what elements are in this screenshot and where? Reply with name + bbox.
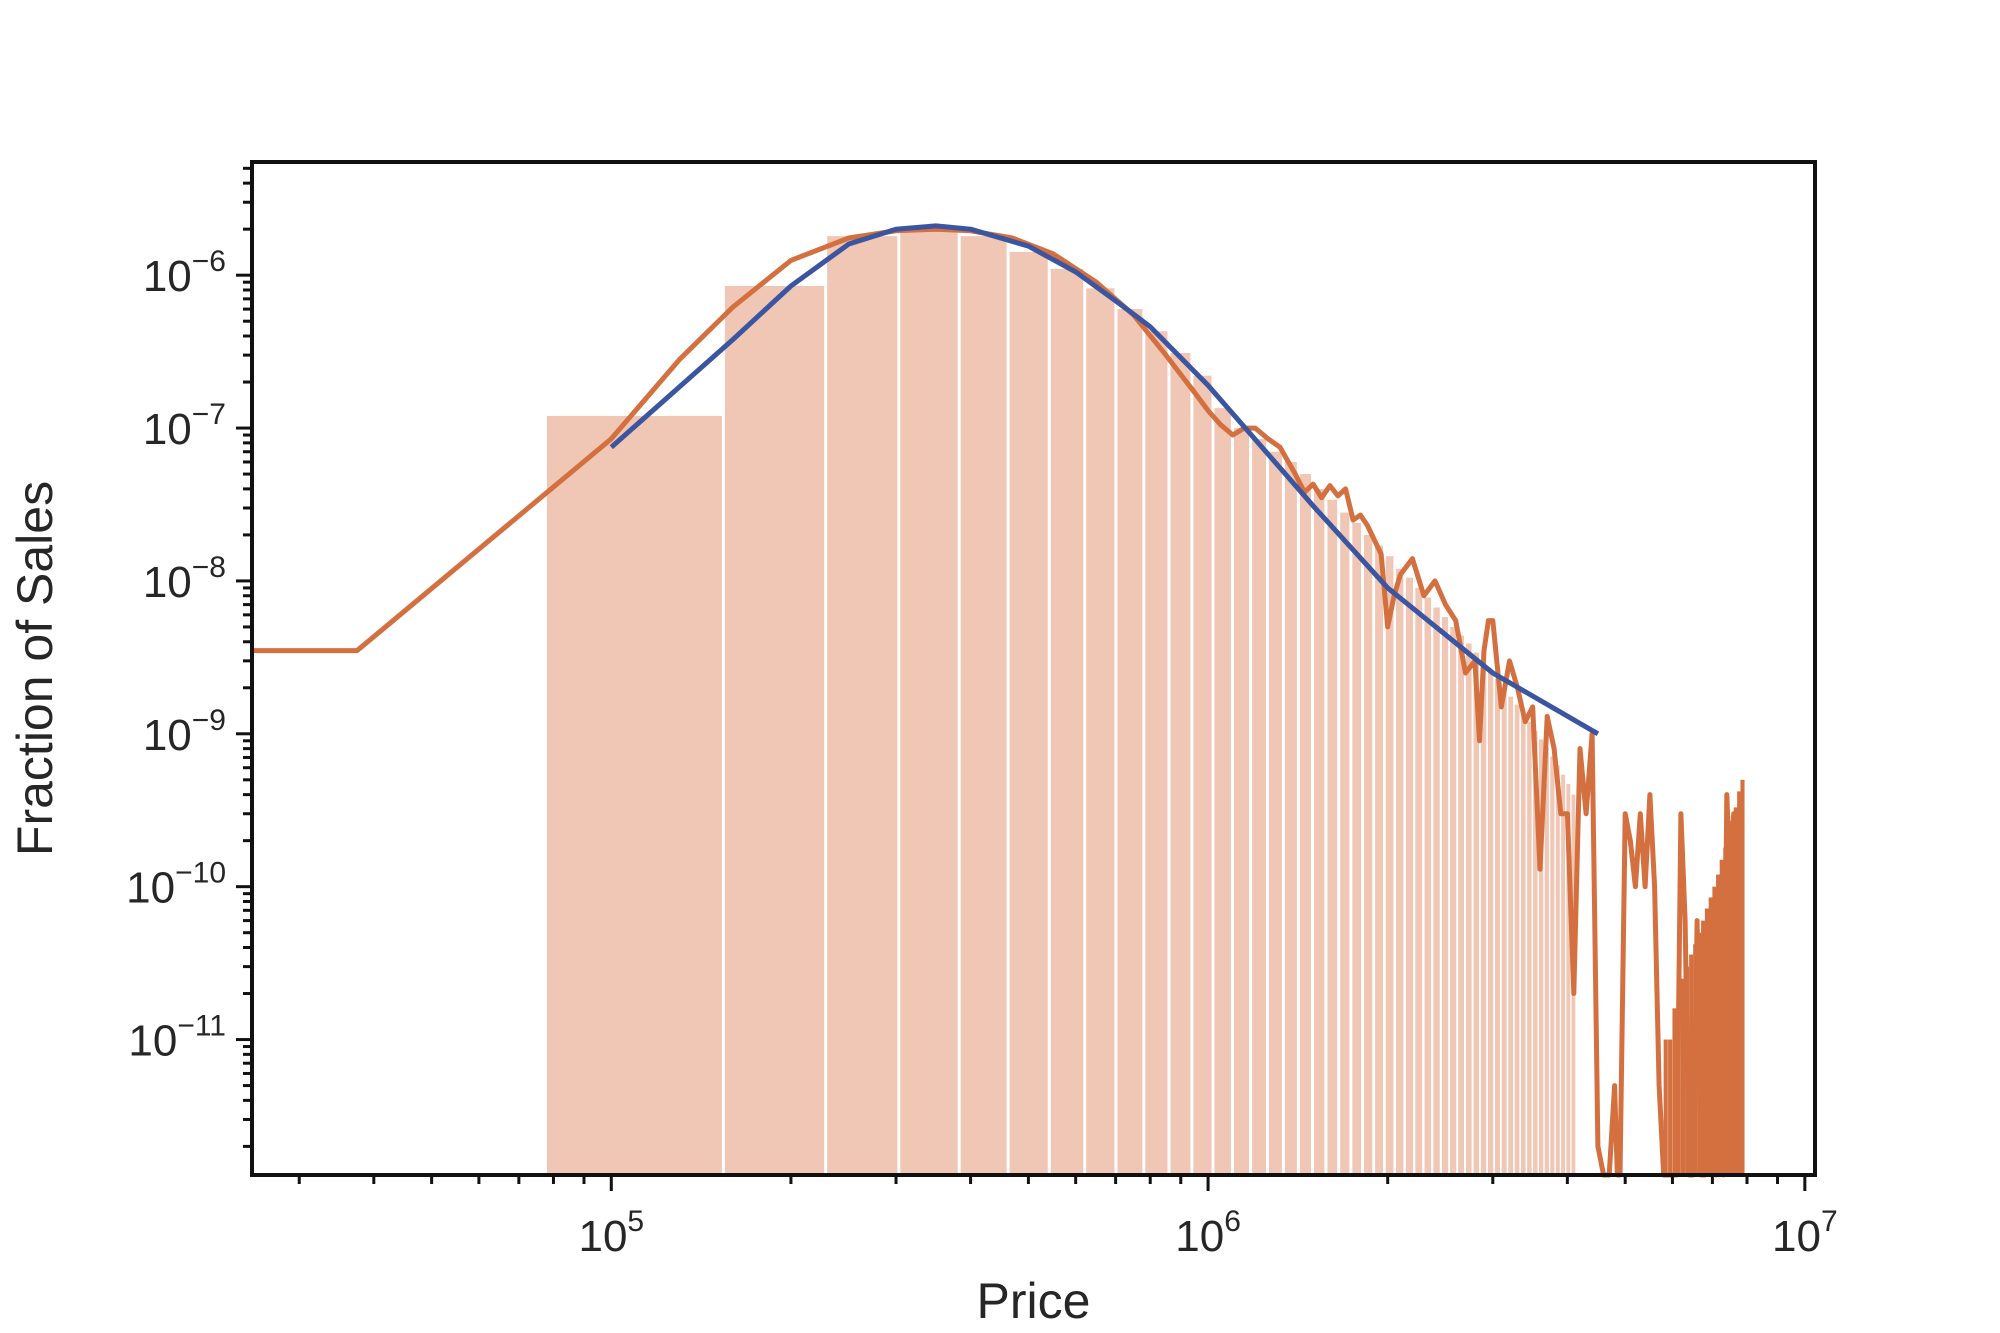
- x-tick-label: 107: [1772, 1205, 1838, 1261]
- tail-bar: [1701, 920, 1706, 1175]
- histogram-bar: [1170, 352, 1191, 1175]
- empirical-series-line: [252, 226, 1743, 1178]
- histogram-bar: [1441, 617, 1449, 1175]
- histogram-bar: [1561, 774, 1566, 1175]
- y-tick-label: 10−11: [128, 1010, 226, 1066]
- y-tick-label: 10−10: [126, 857, 226, 913]
- tail-bar: [1733, 807, 1738, 1175]
- tail-bar: [1668, 1039, 1673, 1175]
- x-axis-tick-labels: 105 106 107: [578, 1205, 1837, 1261]
- histogram-bar: [1299, 474, 1312, 1176]
- tail-bar: [1726, 834, 1731, 1175]
- histogram-bar: [960, 236, 1007, 1175]
- tail-bar: [1740, 779, 1745, 1175]
- histogram-bar: [1405, 577, 1413, 1175]
- histogram-bar: [1117, 309, 1143, 1175]
- histogram-bar: [1193, 375, 1212, 1175]
- histogram-bar: [1352, 522, 1362, 1175]
- histogram-bar: [1145, 331, 1168, 1176]
- histogram-bar: [724, 285, 825, 1176]
- histogram-bar: [1473, 652, 1480, 1175]
- histogram-bar: [1450, 626, 1457, 1175]
- histogram-bar: [1501, 687, 1507, 1175]
- histogram-bar: [1415, 587, 1423, 1175]
- histogram-bar: [1340, 512, 1350, 1175]
- histogram-bar: [1533, 730, 1538, 1175]
- y-tick-label: 10−9: [143, 704, 226, 760]
- tail-bar: [1737, 791, 1742, 1175]
- histogram-bar: [1424, 597, 1432, 1175]
- histogram-bar: [1494, 678, 1501, 1175]
- histogram-bar: [1268, 451, 1282, 1175]
- histogram-bar: [1465, 643, 1472, 1175]
- histogram-bar: [900, 230, 958, 1175]
- histogram-bar: [1538, 739, 1544, 1175]
- histogram-bar: [1086, 288, 1115, 1175]
- y-axis-tick-labels: 10−11 10−10 10−9 10−8 10−7 10−6: [126, 245, 226, 1065]
- histogram-bar: [1009, 251, 1048, 1175]
- x-axis-title: Price: [977, 1273, 1091, 1329]
- histogram-bar: [546, 415, 722, 1175]
- tail-bar: [1680, 978, 1686, 1175]
- fit-series-line: [609, 223, 1600, 736]
- tail-bar: [1672, 1008, 1677, 1175]
- histogram-bars: [546, 230, 1576, 1176]
- histogram-bar: [1514, 704, 1520, 1175]
- histogram-bar: [1508, 696, 1514, 1175]
- histogram-bar: [1458, 635, 1465, 1175]
- histogram-bar: [1555, 765, 1560, 1175]
- histogram-bar: [1050, 268, 1084, 1175]
- tail-bar: [1663, 1039, 1668, 1175]
- x-tick-label: 105: [578, 1205, 644, 1261]
- y-tick-label: 10−7: [143, 398, 226, 454]
- x-axis-ticks: [297, 1175, 1807, 1191]
- tail-bar: [1689, 954, 1694, 1175]
- axes-frame: [250, 160, 1817, 1177]
- x-tick-label: 106: [1175, 1205, 1241, 1261]
- histogram-bar: [1527, 721, 1532, 1175]
- histogram-bar: [1214, 408, 1231, 1176]
- tail-bar: [1708, 897, 1713, 1175]
- histogram-bar: [1395, 568, 1404, 1175]
- y-tick-label: 10−6: [143, 245, 226, 301]
- histogram-bar: [1433, 607, 1440, 1175]
- tail-bar: [1730, 820, 1735, 1175]
- histogram-bar: [1284, 461, 1297, 1175]
- histogram-bar: [1314, 488, 1325, 1175]
- histogram-bar: [827, 236, 898, 1175]
- histogram-bar: [1480, 660, 1487, 1175]
- histogram-bar: [1550, 756, 1555, 1175]
- histogram-bar: [1327, 499, 1338, 1176]
- histogram-bar: [1544, 747, 1549, 1175]
- histogram-bar: [1521, 713, 1526, 1175]
- plot-area: [252, 223, 1745, 1178]
- y-tick-label: 10−8: [143, 551, 226, 607]
- histogram-bar: [1566, 783, 1571, 1175]
- histogram-bar: [1233, 428, 1250, 1175]
- histogram-bar: [1385, 556, 1394, 1175]
- histogram-bar: [1375, 545, 1384, 1175]
- y-axis-ticks: [236, 166, 252, 1148]
- histogram-bar: [1363, 534, 1373, 1175]
- y-axis-title: Fraction of Sales: [7, 481, 63, 856]
- histogram-bar: [1252, 438, 1266, 1175]
- histogram-bar: [1488, 670, 1494, 1175]
